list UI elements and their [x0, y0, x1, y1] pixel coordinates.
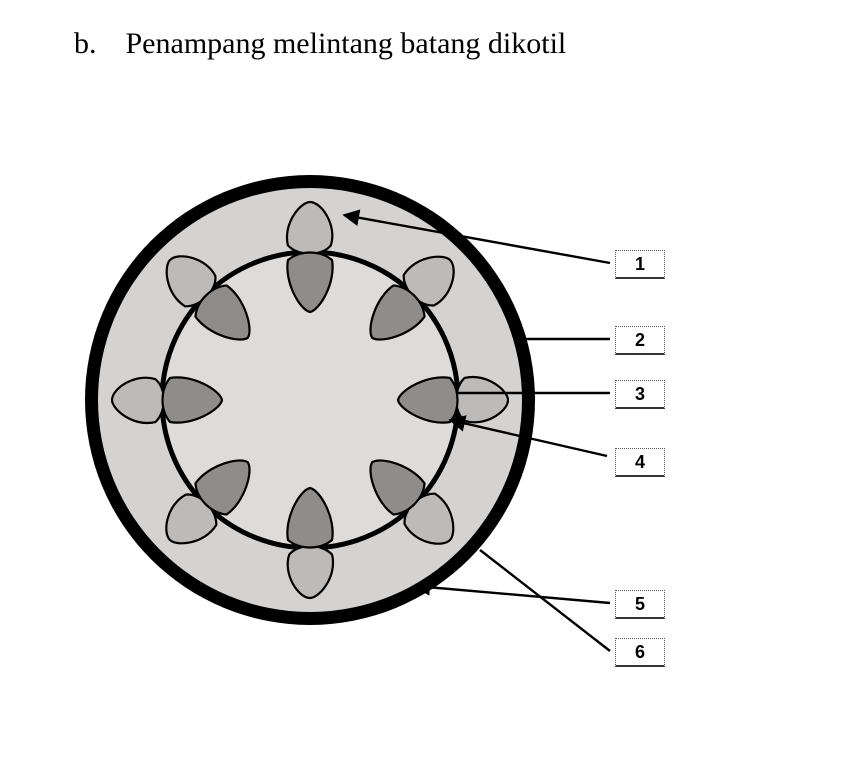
question-title: b. Penampang melintang batang dikotil: [74, 26, 566, 62]
title-text: Penampang melintang batang dikotil: [126, 27, 567, 60]
page: b. Penampang melintang batang dikotil 1 …: [0, 0, 864, 766]
label-box-2: 2: [615, 326, 665, 355]
label-box-4: 4: [615, 448, 665, 477]
label-box-1: 1: [615, 250, 665, 279]
cross-section-svg: [60, 110, 760, 710]
label-box-5: 5: [615, 590, 665, 619]
label-box-3: 3: [615, 380, 665, 409]
diagram-container: [60, 110, 580, 670]
label-box-6: 6: [615, 638, 665, 667]
item-letter: b.: [74, 26, 118, 62]
